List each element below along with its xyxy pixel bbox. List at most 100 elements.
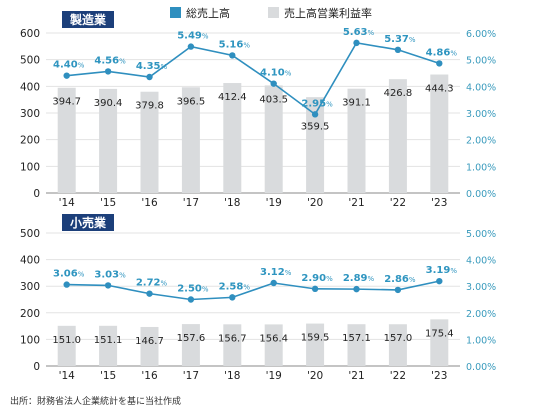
x-axis-tick-label: '21 — [348, 197, 364, 209]
bar-value-label: 157.0 — [384, 333, 413, 344]
legend: 総売上高 売上高営業利益率 — [170, 6, 372, 20]
bar-value-label: 151.1 — [94, 335, 123, 346]
y2-axis-tick-label: 0.00% — [466, 362, 496, 373]
x-axis-tick-label: '20 — [307, 370, 323, 382]
source-note: 出所：財務省法人企業統計を基に当社作成 — [10, 397, 182, 407]
x-axis-tick-label: '16 — [141, 197, 158, 209]
bar-value-label: 412.4 — [218, 92, 247, 103]
bar — [264, 85, 283, 193]
bar — [223, 324, 242, 366]
bar — [99, 325, 118, 366]
line-value-label: 4.56% — [94, 55, 126, 66]
line-point — [270, 279, 277, 287]
bar-value-label: 157.1 — [342, 333, 371, 344]
line-value-label: 5.49% — [177, 31, 209, 42]
bar — [99, 88, 118, 193]
line-value-label: 4.40% — [53, 60, 85, 71]
line-value-label: 3.12% — [260, 267, 292, 278]
x-axis-tick-label: '18 — [224, 197, 240, 209]
x-axis-tick-label: '23 — [431, 197, 447, 209]
bar-value-label: 156.4 — [259, 333, 288, 344]
panel-tag-label: 製造業 — [69, 12, 107, 27]
bar — [388, 79, 407, 193]
y2-axis-tick-label: 4.00% — [466, 256, 496, 267]
line-value-label: 3.06% — [53, 269, 85, 280]
bar-value-label: 403.5 — [259, 94, 288, 105]
x-axis-tick-label: '15 — [100, 197, 116, 209]
y2-axis-tick-label: 1.00% — [466, 335, 496, 346]
line-point — [146, 290, 153, 297]
y2-axis-tick-label: 3.00% — [466, 282, 496, 293]
line-point — [436, 277, 443, 285]
line-value-label: 2.72% — [136, 278, 168, 289]
bar-value-label: 426.8 — [384, 88, 413, 99]
line-value-label: 2.89% — [343, 273, 375, 284]
series-line — [66, 280, 440, 301]
y2-axis-tick-label: 4.00% — [466, 82, 496, 93]
y-axis-tick-label: 500 — [20, 55, 40, 67]
x-axis-tick-label: '20 — [307, 197, 323, 209]
x-axis-tick-label: '22 — [390, 370, 406, 382]
line-value-label: 2.58% — [219, 281, 251, 292]
y2-axis-tick-label: 5.00% — [466, 229, 496, 240]
panel-manufacturing: 0 100 200 300 400 500 600 0.00% 1.00% 2.00% 3.00% 4… — [20, 11, 496, 209]
line-point — [394, 46, 402, 53]
line-point — [436, 60, 443, 67]
panel-tag-box — [62, 11, 114, 28]
line-value-label: 2.90% — [301, 273, 333, 284]
line-point — [146, 73, 153, 81]
bar — [306, 323, 325, 366]
x-axis-tick-label: '19 — [266, 197, 282, 209]
bar — [264, 324, 283, 366]
line-value-label: 2.95% — [301, 98, 333, 109]
line-point — [311, 111, 319, 118]
bar — [140, 91, 159, 193]
line-value-label: 5.63% — [343, 27, 375, 38]
bar — [181, 324, 200, 366]
y-axis-tick-label: 200 — [20, 308, 40, 320]
legend-sales-label: 総売上高 — [186, 6, 230, 20]
y-axis-tick-label: 100 — [20, 161, 40, 173]
line-point — [270, 80, 277, 87]
x-axis-tick-label: '22 — [390, 197, 406, 209]
line-point — [353, 285, 360, 293]
line-point — [187, 43, 195, 50]
legend-margin-label: 売上高営業利益率 — [284, 6, 372, 20]
x-axis-tick-label: '17 — [183, 370, 199, 382]
y2-axis-tick-label: 0.00% — [466, 189, 496, 200]
bar-value-label: 394.7 — [52, 97, 81, 108]
bar-value-label: 146.7 — [135, 336, 164, 347]
bar-value-label: 157.6 — [177, 333, 206, 344]
line-value-label: 3.03% — [94, 269, 126, 280]
line-point — [104, 282, 112, 289]
bar-value-label: 390.4 — [94, 98, 123, 109]
line-value-label: 5.37% — [384, 34, 416, 45]
x-axis-tick-label: '16 — [141, 370, 158, 382]
line-point — [229, 52, 236, 59]
bar — [347, 324, 366, 366]
x-axis-tick-label: '17 — [183, 197, 199, 209]
bar-value-label: 396.5 — [177, 96, 206, 107]
y2-axis-tick-label: 2.00% — [466, 309, 496, 320]
y-axis-tick-label: 600 — [20, 28, 40, 40]
y-axis-tick-label: 400 — [20, 255, 40, 267]
y-axis-tick-label: 100 — [20, 334, 40, 346]
bar — [181, 87, 200, 193]
panel-tag-label: 小売業 — [70, 215, 107, 230]
bar-value-label: 156.7 — [218, 333, 247, 344]
line-value-label: 2.50% — [177, 284, 209, 295]
panel-retail: 0 100 200 300 400 500 0.00% 1.00% 2.00% 3.00% 4.00… — [20, 214, 496, 382]
y-axis-tick-label: 500 — [20, 228, 40, 240]
bar — [223, 83, 242, 193]
bar — [57, 325, 76, 366]
line-point — [63, 72, 70, 79]
x-axis-tick-label: '14 — [59, 370, 76, 382]
y-axis-tick-label: 200 — [20, 135, 40, 147]
line-point — [394, 286, 402, 294]
bar — [140, 326, 159, 366]
bar — [388, 324, 407, 366]
x-axis-tick-label: '15 — [100, 370, 116, 382]
x-axis-tick-label: '23 — [431, 370, 447, 382]
line-point — [187, 296, 195, 303]
